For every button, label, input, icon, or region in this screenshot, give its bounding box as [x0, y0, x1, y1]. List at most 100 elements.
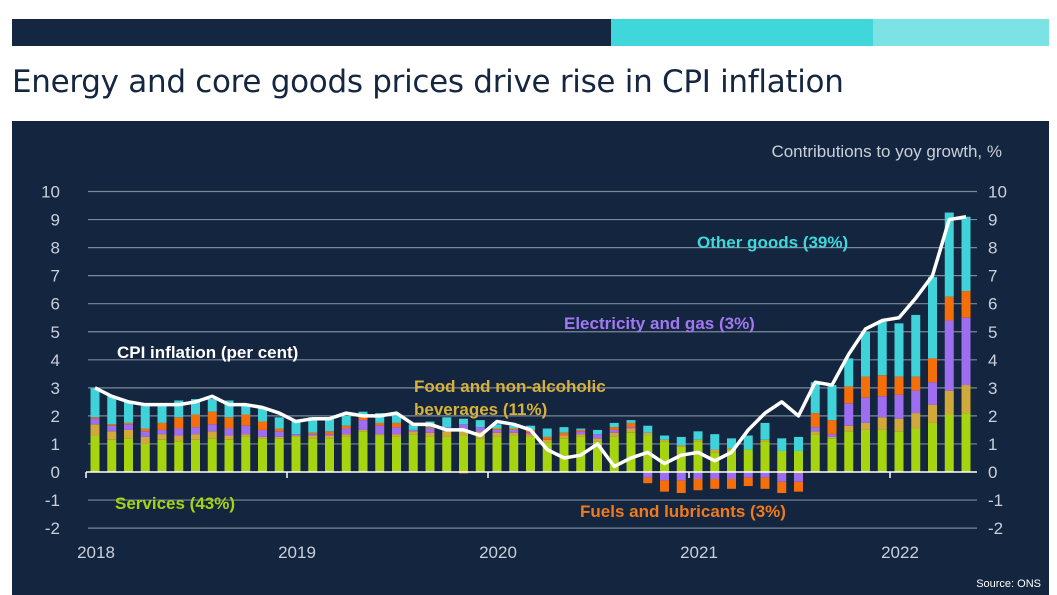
bar-segment: [559, 432, 569, 436]
y-tick-label-left: -1: [45, 491, 60, 510]
y-tick-label-left: 1: [51, 435, 60, 454]
bar-segment: [877, 321, 887, 376]
bar-segment: [341, 425, 351, 429]
bar-segment: [861, 331, 870, 377]
bar-segment: [375, 422, 385, 426]
bar-segment: [844, 403, 854, 426]
bar-segment: [794, 436, 803, 451]
bar-segment: [308, 417, 318, 433]
bar-segment: [258, 407, 267, 422]
bar-segment: [710, 449, 720, 453]
bar-segment: [258, 429, 267, 437]
bar-segment: [576, 434, 586, 437]
bar-segment: [693, 441, 703, 472]
annotation-food-line1: Food and non-alcoholic: [414, 377, 606, 396]
bar-segment: [827, 434, 837, 437]
bar-segment: [274, 431, 284, 437]
page-title: Energy and core goods prices drive rise …: [12, 64, 844, 100]
bar-segment: [392, 427, 401, 435]
y-tick-label-left: 5: [51, 323, 60, 342]
bar-segment: [90, 424, 100, 436]
bar-segment: [660, 439, 669, 442]
bar-segment: [241, 425, 251, 435]
annotation-services: Services (43%): [115, 494, 235, 513]
bar-segment: [140, 443, 150, 472]
bar-segment: [140, 406, 150, 429]
bar-segment: [392, 436, 401, 472]
bar-segment: [157, 434, 167, 440]
bar-segment: [961, 385, 971, 414]
bar-segment: [459, 435, 468, 472]
bar-segment: [894, 323, 904, 377]
y-tick-label-right: 3: [988, 379, 997, 398]
bars: [90, 212, 971, 494]
bar-segment: [408, 429, 418, 432]
bar-segment: [693, 439, 703, 442]
bar-segment: [308, 438, 318, 472]
bar-segment: [609, 422, 619, 428]
bar-segment: [727, 438, 736, 449]
bar-segment: [961, 216, 971, 292]
y-tick-label-left: 9: [51, 211, 60, 230]
bar-segment: [710, 472, 720, 480]
bar-segment: [660, 480, 669, 492]
bar-segment: [90, 417, 100, 419]
bar-segment: [609, 427, 619, 430]
bar-segment: [944, 320, 954, 391]
bar-segment: [207, 424, 217, 432]
bar-segment: [526, 432, 535, 435]
bar-segment: [408, 431, 418, 435]
bar-segment: [911, 413, 921, 429]
bar-segment: [593, 438, 602, 442]
bar-segment: [442, 417, 452, 428]
x-tick-label: 2021: [680, 543, 718, 562]
bar-segment: [727, 449, 736, 472]
bar-segment: [325, 418, 334, 432]
bar-segment: [425, 427, 435, 429]
bar-segment: [124, 401, 133, 423]
bar-segment: [224, 435, 234, 440]
bar-segment: [492, 436, 502, 472]
bar-segment: [894, 394, 904, 419]
bar-segment: [140, 428, 150, 432]
bar-segment: [877, 429, 887, 472]
chart-subtitle: Contributions to yoy growth, %: [771, 142, 1002, 161]
y-tick-label-right: 5: [988, 323, 997, 342]
bar-segment: [710, 434, 720, 450]
bar-segment: [224, 439, 234, 472]
bar-segment: [442, 436, 452, 472]
bar-segment: [174, 441, 184, 472]
bar-segment: [459, 424, 468, 430]
bar-segment: [274, 438, 284, 472]
bar-segment: [107, 424, 117, 426]
bar-segment: [140, 436, 150, 444]
y-tick-label-right: 7: [988, 267, 997, 286]
bar-segment: [526, 436, 535, 472]
bar-segment: [140, 431, 150, 437]
bar-segment: [894, 431, 904, 472]
bar-segment: [693, 472, 703, 480]
bar-segment: [475, 438, 485, 472]
bar-segment: [626, 422, 636, 428]
bar-segment: [626, 420, 636, 423]
bar-segment: [944, 390, 954, 415]
bar-segment: [207, 399, 217, 412]
bar-segment: [274, 428, 284, 432]
bar-segment: [559, 438, 569, 472]
bar-segment: [626, 427, 636, 429]
bar-segment: [107, 425, 117, 432]
bar-segment: [911, 390, 921, 414]
bar-segment: [643, 477, 653, 484]
bar-segment: [509, 432, 519, 436]
bar-segment: [375, 413, 385, 423]
bar-segment: [291, 434, 301, 436]
bar-segment: [241, 414, 251, 426]
bar-segment: [191, 439, 200, 472]
bar-segment: [961, 291, 971, 318]
bar-segment: [576, 431, 586, 435]
bar-segment: [526, 425, 535, 430]
y-tick-label-left: 3: [51, 379, 60, 398]
bar-segment: [425, 436, 435, 472]
bar-segment: [258, 436, 267, 439]
y-tick-label-right: 0: [988, 463, 997, 482]
